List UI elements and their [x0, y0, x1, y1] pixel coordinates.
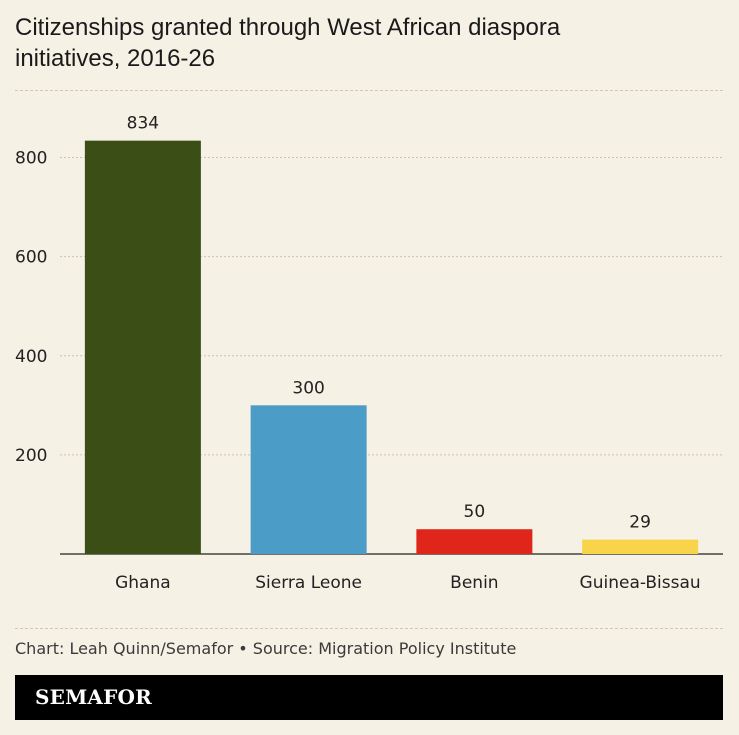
chart-title: Citizenships granted through West Africa… — [15, 12, 715, 74]
x-tick-label: Sierra Leone — [255, 573, 362, 593]
y-tick-label: 600 — [15, 248, 47, 268]
bar-sierra-leone — [250, 405, 367, 554]
x-tick-label: Benin — [450, 573, 498, 593]
footer-bar: SEMAFOR — [15, 675, 723, 720]
chart-title-line-1: Citizenships granted through West Africa… — [15, 14, 561, 41]
bar-ghana — [84, 140, 201, 554]
y-tick-label: 800 — [15, 149, 47, 169]
data-label: 50 — [464, 502, 486, 522]
data-label: 29 — [629, 513, 651, 533]
bar-benin — [416, 529, 533, 554]
top-divider — [15, 90, 723, 91]
y-tick-label: 200 — [15, 446, 47, 466]
semafor-logo: SEMAFOR — [35, 685, 152, 709]
bars — [84, 140, 699, 554]
x-tick-label: Ghana — [115, 573, 171, 593]
bar-chart: 200 400 600 800 834 Ghana 300 Sierra Leone 50 Ben… — [15, 114, 723, 593]
data-label: 300 — [292, 378, 324, 398]
x-tick-label: Guinea-Bissau — [580, 573, 701, 593]
bar-guinea-bissau — [582, 539, 699, 554]
chart-credit: Chart: Leah Quinn/Semafor • Source: Migr… — [15, 639, 517, 658]
data-label: 834 — [127, 114, 159, 134]
bottom-divider — [15, 628, 723, 629]
labels: 200 400 600 800 834 Ghana 300 Sierra Leone 50 Ben… — [15, 114, 701, 593]
chart-title-line-2: initiatives, 2016-26 — [15, 45, 216, 72]
y-tick-label: 400 — [15, 347, 47, 367]
